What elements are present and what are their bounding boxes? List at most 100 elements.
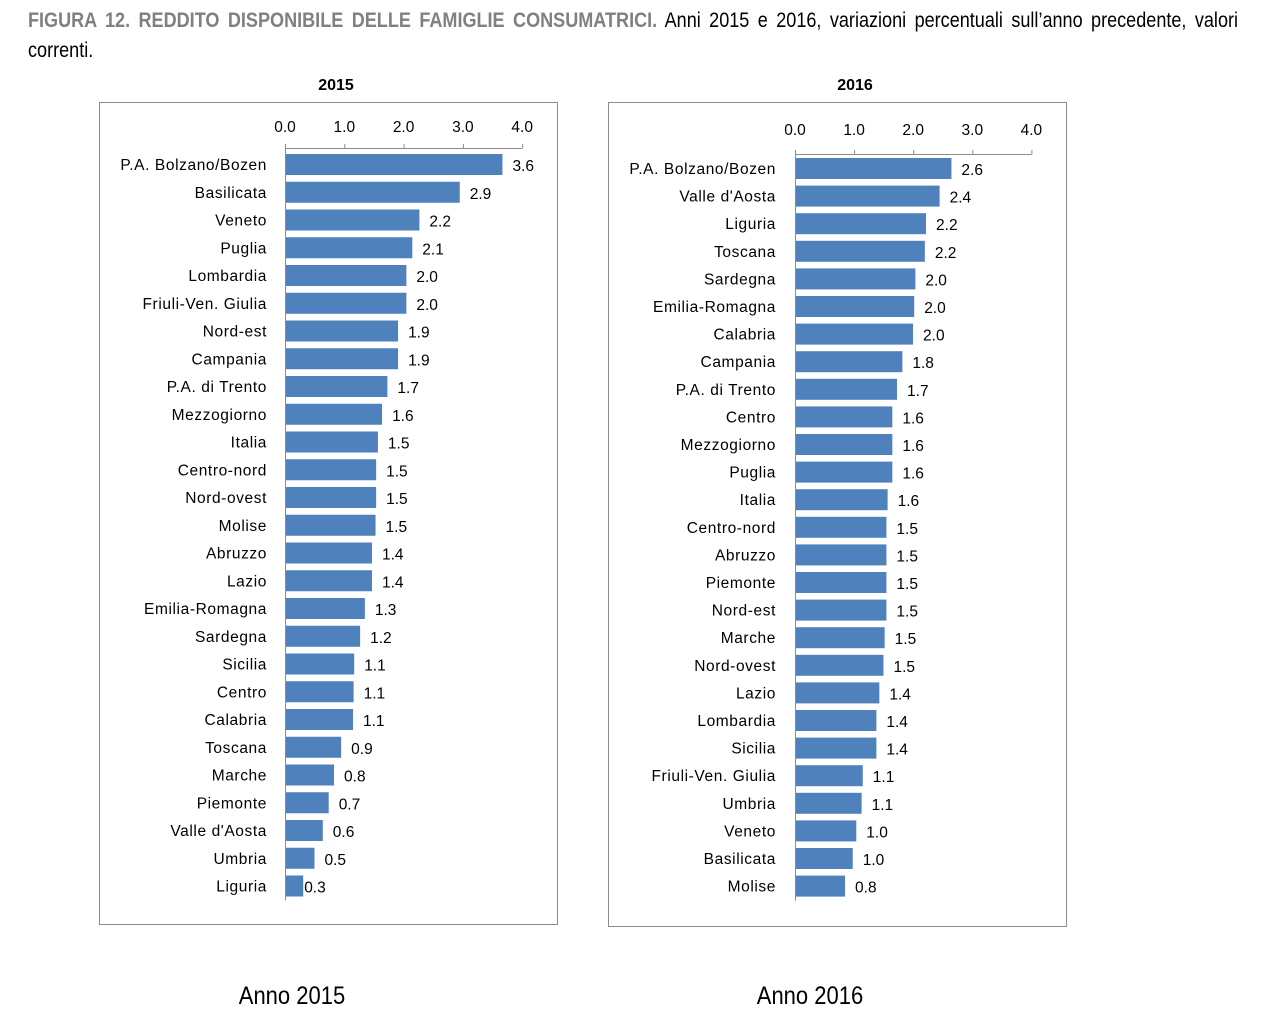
bar-2015-9 <box>286 403 383 425</box>
bar-2016-10 <box>796 434 893 455</box>
data-label-2016-15: 1.5 <box>896 576 918 593</box>
category-label-2015-16: Emilia-Romagna <box>144 601 267 618</box>
category-label-2016-1: Valle d'Aosta <box>679 189 776 206</box>
bar-2015-26 <box>286 875 304 897</box>
bar-2016-3 <box>796 240 925 262</box>
bar-2015-18 <box>286 653 355 675</box>
bar-2016-26 <box>796 875 846 897</box>
data-label-2015-10: 1.5 <box>388 436 410 453</box>
data-label-2016-21: 1.4 <box>886 742 908 759</box>
bar-2015-25 <box>286 847 315 869</box>
data-label-2015-19: 1.1 <box>364 685 386 702</box>
category-label-2016-5: Emilia-Romagna <box>653 299 776 316</box>
data-label-2015-4: 2.0 <box>416 269 438 286</box>
data-label-2015-15: 1.4 <box>382 574 404 591</box>
bar-2015-16 <box>286 598 365 619</box>
data-label-2015-26: 0.3 <box>304 880 326 897</box>
bar-2015-24 <box>286 820 323 841</box>
category-label-2016-18: Nord-ovest <box>694 658 776 675</box>
data-label-2016-4: 2.0 <box>925 272 947 289</box>
data-label-2016-16: 1.5 <box>896 604 918 621</box>
x-tick-label-2016: 3.0 <box>962 122 984 139</box>
data-label-2015-9: 1.6 <box>392 408 414 425</box>
category-label-2015-20: Calabria <box>204 712 267 729</box>
category-label-2015-6: Nord-est <box>203 324 267 341</box>
category-label-2016-15: Piemonte <box>706 575 776 592</box>
category-label-2016-17: Marche <box>721 630 776 647</box>
category-label-2015-13: Molise <box>219 518 267 535</box>
data-label-2016-6: 2.0 <box>923 328 945 345</box>
bar-2016-7 <box>796 351 903 373</box>
bar-2016-1 <box>796 185 940 207</box>
chart-2016-svg: 2016 0.0 1.0 2.0 3.0 4.0 P.A. Bolzano/Bozen 2.6… <box>608 77 1067 927</box>
data-label-2015-3: 2.1 <box>422 241 444 258</box>
bar-2016-15 <box>796 572 887 593</box>
category-label-2016-22: Friuli-Ven. Giulia <box>651 768 776 785</box>
data-label-2016-13: 1.5 <box>896 521 918 538</box>
bar-2016-12 <box>796 489 888 511</box>
chart-2015-svg: 2015 0.0 1.0 2.0 3.0 4.0 P.A. Bolzano/Bozen 3.6… <box>99 77 558 925</box>
data-label-2016-23: 1.1 <box>872 797 894 814</box>
bar-2016-19 <box>796 682 880 704</box>
data-label-2015-24: 0.6 <box>333 824 355 841</box>
x-tick-label-2015: 0.0 <box>274 119 296 136</box>
category-label-2015-0: P.A. Bolzano/Bozen <box>120 157 267 174</box>
bar-2016-23 <box>796 792 862 814</box>
data-label-2015-12: 1.5 <box>386 491 408 508</box>
data-label-2015-22: 0.8 <box>344 769 366 786</box>
category-label-2015-5: Friuli-Ven. Giulia <box>142 296 267 313</box>
data-label-2016-11: 1.6 <box>902 466 924 483</box>
data-label-2016-7: 1.8 <box>912 355 934 372</box>
bar-2016-21 <box>796 737 877 759</box>
chart-frame-2016 <box>608 102 1067 927</box>
category-label-2016-26: Molise <box>728 879 776 896</box>
data-label-2015-8: 1.7 <box>397 380 419 397</box>
data-label-2015-7: 1.9 <box>408 352 430 369</box>
data-label-2015-25: 0.5 <box>324 852 346 869</box>
caption-bold: FIGURA 12. REDDITO DISPONIBILE DELLE FAM… <box>28 9 658 32</box>
data-label-2015-16: 1.3 <box>375 602 397 619</box>
x-tick-label-2016: 2.0 <box>902 122 924 139</box>
bar-2016-24 <box>796 820 857 842</box>
bar-2015-1 <box>286 181 460 203</box>
category-label-2015-9: Mezzogiorno <box>172 407 267 424</box>
data-label-2016-5: 2.0 <box>924 300 946 317</box>
category-label-2015-18: Sicilia <box>222 657 267 674</box>
bar-2015-15 <box>286 570 372 592</box>
category-label-2015-2: Veneto <box>215 213 267 230</box>
bar-2015-8 <box>286 376 388 397</box>
chart-title-2015: 2015 <box>318 77 354 94</box>
data-label-2015-13: 1.5 <box>386 519 408 536</box>
bar-2015-13 <box>286 514 376 536</box>
category-label-2016-4: Sardegna <box>704 271 776 288</box>
data-label-2015-20: 1.1 <box>363 713 385 730</box>
bar-2015-12 <box>286 487 377 508</box>
data-label-2016-24: 1.0 <box>866 824 888 841</box>
data-label-2015-18: 1.1 <box>364 658 386 675</box>
category-label-2016-12: Italia <box>740 492 776 509</box>
bar-2016-6 <box>796 323 914 345</box>
bar-2016-22 <box>796 765 863 787</box>
category-label-2015-22: Marche <box>212 768 267 785</box>
bar-2016-5 <box>796 296 915 317</box>
data-label-2016-10: 1.6 <box>902 438 924 455</box>
data-label-2016-19: 1.4 <box>889 686 911 703</box>
category-label-2015-10: Italia <box>231 435 267 452</box>
bar-2016-16 <box>796 599 887 621</box>
bar-2016-14 <box>796 544 887 566</box>
x-tick-label-2016: 0.0 <box>784 122 806 139</box>
x-tick-label-2016: 4.0 <box>1021 122 1043 139</box>
bar-2015-23 <box>286 792 329 814</box>
data-label-2015-6: 1.9 <box>408 325 430 342</box>
bar-2015-11 <box>286 459 377 481</box>
data-label-2015-14: 1.4 <box>382 547 404 564</box>
category-label-2016-21: Sicilia <box>731 741 776 758</box>
bar-2016-20 <box>796 710 877 731</box>
category-label-2015-23: Piemonte <box>197 795 267 812</box>
data-label-2016-1: 2.4 <box>950 190 972 207</box>
data-label-2015-11: 1.5 <box>386 463 408 480</box>
category-label-2016-24: Veneto <box>724 823 776 840</box>
x-tick-label-2015: 4.0 <box>511 119 533 136</box>
category-label-2016-7: Campania <box>701 354 776 371</box>
category-label-2016-16: Nord-est <box>712 603 776 620</box>
